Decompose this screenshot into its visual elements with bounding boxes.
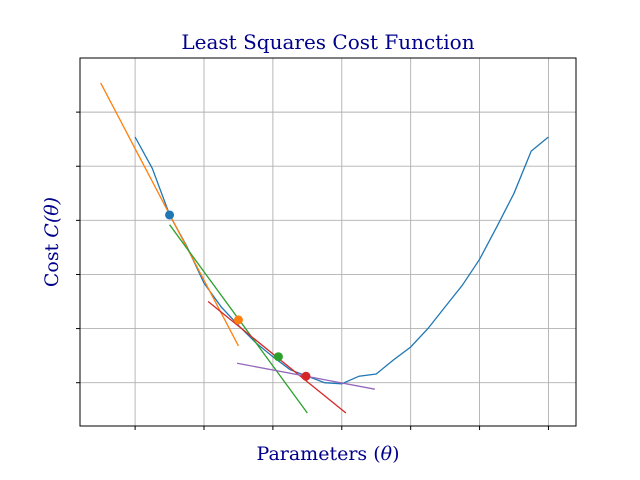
- x-axis-label: Parameters (θ): [257, 443, 400, 465]
- curve-layer: [134, 136, 549, 385]
- tick-layer: [76, 111, 549, 430]
- gradient-step-point-2: [233, 315, 243, 325]
- chart-title: Least Squares Cost Function: [181, 30, 474, 54]
- gradient-step-point-4: [301, 371, 311, 381]
- tangent-layer: [100, 82, 375, 414]
- plot-frame: [79, 57, 577, 427]
- cost-curve: [134, 136, 549, 385]
- point-layer: [165, 210, 311, 381]
- y-axis-label: Cost C(θ): [41, 197, 63, 287]
- gradient-step-point-3: [273, 352, 283, 362]
- gradient-step-point-1: [165, 210, 175, 220]
- grid: [80, 58, 576, 426]
